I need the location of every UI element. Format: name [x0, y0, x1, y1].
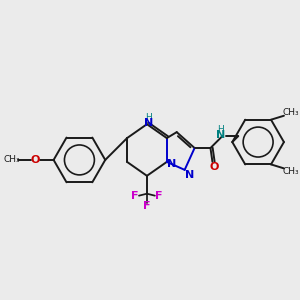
- Text: O: O: [30, 155, 39, 165]
- Text: F: F: [155, 191, 163, 201]
- Text: H: H: [217, 125, 224, 134]
- Text: F: F: [143, 201, 151, 211]
- Text: CH₃: CH₃: [283, 108, 299, 117]
- Text: O: O: [210, 162, 219, 172]
- Text: N: N: [185, 170, 194, 180]
- Text: N: N: [144, 118, 154, 128]
- Text: F: F: [131, 191, 139, 201]
- Text: N: N: [216, 130, 225, 140]
- Text: CH₃: CH₃: [283, 167, 299, 176]
- Text: H: H: [146, 113, 152, 122]
- Text: N: N: [167, 159, 176, 169]
- Text: CH₃: CH₃: [4, 155, 20, 164]
